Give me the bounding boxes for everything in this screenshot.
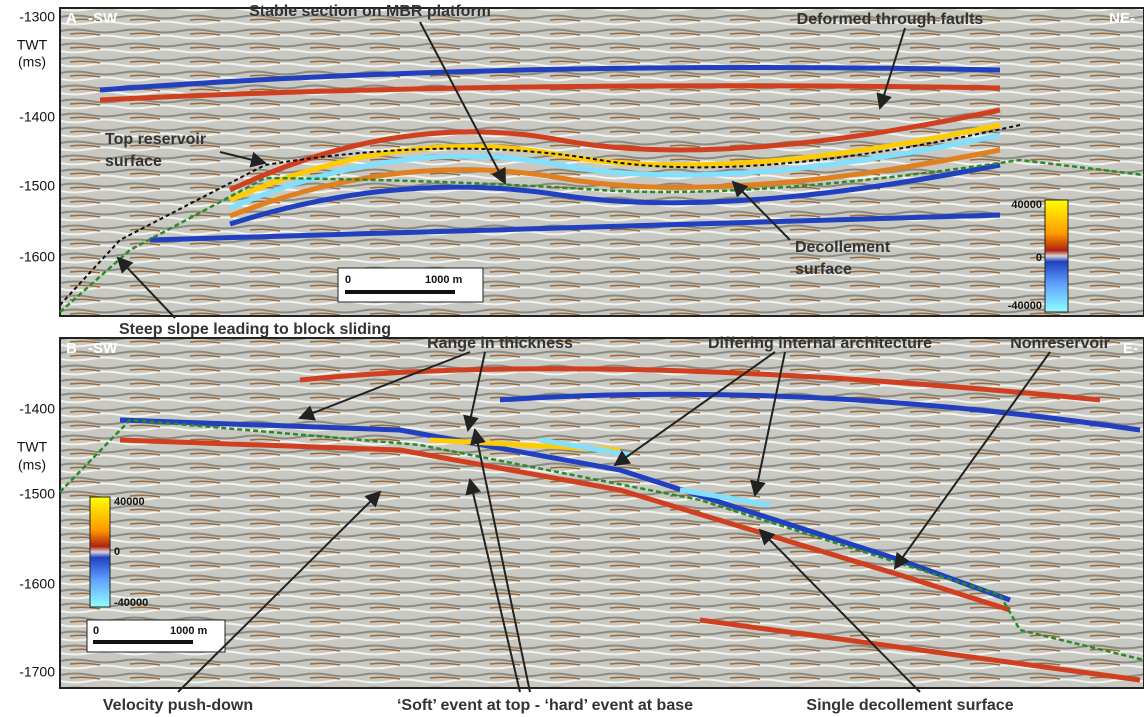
scale-label: 0 xyxy=(345,274,351,286)
colorbar-label: 0 xyxy=(1036,252,1042,264)
scale-bar xyxy=(345,290,455,294)
annotation: Velocity push-down xyxy=(103,697,253,714)
axis-tick: -1500 xyxy=(19,178,55,194)
annotation: Nonreservoir xyxy=(1010,335,1110,352)
annotation: Decollement xyxy=(795,239,891,256)
axis-tick: -1600 xyxy=(19,576,55,592)
panel-label: A xyxy=(66,10,77,27)
annotation: ‘Soft’ event at top - ‘hard’ event at ba… xyxy=(397,697,693,714)
annotation: Range in thickness xyxy=(427,335,573,352)
figure: A -SW NE- -1300 -1400 -1500 -1600 TWT (m… xyxy=(0,0,1144,717)
annotation: Stable section on MBR platform xyxy=(249,3,491,20)
panel-a: A -SW NE- -1300 -1400 -1500 -1600 TWT (m… xyxy=(17,3,1144,338)
annotation: Top reservoir xyxy=(105,131,206,148)
annotation: surface xyxy=(795,261,852,278)
scale-bar xyxy=(93,640,193,644)
colorbar-label: -40000 xyxy=(114,597,148,609)
axis-title: TWT xyxy=(17,37,48,53)
colorbar-label: 40000 xyxy=(114,496,145,508)
axis-title: TWT xyxy=(17,439,48,455)
panel-label: B xyxy=(66,340,77,357)
colorbar xyxy=(1045,200,1068,312)
colorbar-label: 0 xyxy=(114,546,120,558)
scale-label: 1000 m xyxy=(170,625,208,637)
axis-tick: -1700 xyxy=(19,664,55,680)
annotation: Deformed through faults xyxy=(797,11,984,28)
direction: NE- xyxy=(1109,10,1135,27)
annotation: Steep slope leading to block sliding xyxy=(119,321,391,338)
annotation: Single decollement surface xyxy=(806,697,1013,714)
axis-tick: -1400 xyxy=(19,109,55,125)
scale-label: 1000 m xyxy=(425,274,463,286)
direction: -SW xyxy=(88,340,118,357)
axis-tick: -1400 xyxy=(19,401,55,417)
scale-label: 0 xyxy=(93,625,99,637)
direction: E- xyxy=(1123,340,1138,357)
axis-tick: -1600 xyxy=(19,249,55,265)
colorbar-label: -40000 xyxy=(1008,300,1042,312)
colorbar-label: 40000 xyxy=(1011,199,1042,211)
annotation: Differing internal architecture xyxy=(708,335,932,352)
axis-tick: -1300 xyxy=(19,9,55,25)
panel-b: B -SW E- -1400 -1500 -1600 -1700 TWT (ms… xyxy=(17,335,1144,714)
axis-title: (ms) xyxy=(18,54,46,70)
direction: -SW xyxy=(88,10,118,27)
axis-title: (ms) xyxy=(18,457,46,473)
axis-tick: -1500 xyxy=(19,486,55,502)
colorbar xyxy=(90,497,110,607)
annotation: surface xyxy=(105,153,162,170)
